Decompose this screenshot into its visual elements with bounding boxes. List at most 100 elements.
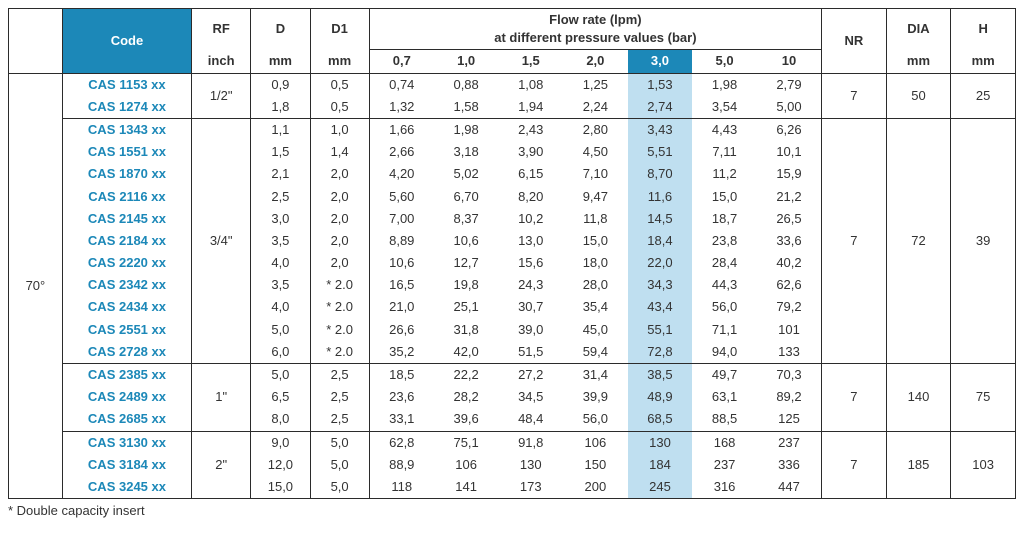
- flow-col-5,0: 5,0: [692, 50, 757, 73]
- flow-cell: 106: [434, 454, 499, 476]
- flow-cell: 25,1: [434, 296, 499, 318]
- flow-cell: 59,4: [563, 341, 628, 364]
- col-flow: Flow rate (lpm)at different pressure val…: [369, 9, 821, 50]
- d-cell: 2,1: [251, 163, 310, 185]
- unit-h: mm: [951, 50, 1016, 73]
- flow-cell: 237: [692, 454, 757, 476]
- flow-cell: 38,5: [628, 364, 693, 387]
- h-cell: 25: [951, 73, 1016, 118]
- code-cell: CAS 3245 xx: [62, 476, 191, 499]
- d-cell: 12,0: [251, 454, 310, 476]
- d-cell: 5,0: [251, 364, 310, 387]
- flow-cell: 55,1: [628, 319, 693, 341]
- d-cell: 2,5: [251, 186, 310, 208]
- flow-cell: 7,11: [692, 141, 757, 163]
- code-cell: CAS 1274 xx: [62, 96, 191, 119]
- flow-cell: 1,08: [498, 73, 563, 96]
- d-cell: 6,5: [251, 386, 310, 408]
- flow-cell: 3,54: [692, 96, 757, 119]
- flow-cell: 39,0: [498, 319, 563, 341]
- flow-cell: 79,2: [757, 296, 822, 318]
- flow-cell: 8,70: [628, 163, 693, 185]
- flow-cell: 43,4: [628, 296, 693, 318]
- flow-cell: 3,18: [434, 141, 499, 163]
- flow-cell: 150: [563, 454, 628, 476]
- d1-cell: 1,0: [310, 118, 369, 141]
- flow-cell: 7,00: [369, 208, 434, 230]
- flow-cell: 1,32: [369, 96, 434, 119]
- flow-col-2,0: 2,0: [563, 50, 628, 73]
- code-cell: CAS 2184 xx: [62, 230, 191, 252]
- angle-cell: 70°: [9, 73, 63, 499]
- flow-cell: 19,8: [434, 274, 499, 296]
- flow-cell: 200: [563, 476, 628, 499]
- code-cell: CAS 1870 xx: [62, 163, 191, 185]
- d1-cell: 2,5: [310, 364, 369, 387]
- flow-cell: 11,2: [692, 163, 757, 185]
- flow-cell: 51,5: [498, 341, 563, 364]
- flow-cell: 68,5: [628, 408, 693, 431]
- code-cell: CAS 3184 xx: [62, 454, 191, 476]
- d1-cell: * 2.0: [310, 319, 369, 341]
- table-row: CAS 2385 xx1"5,02,518,522,227,231,438,54…: [9, 364, 1016, 387]
- col-angle: [9, 9, 63, 74]
- code-cell: CAS 2342 xx: [62, 274, 191, 296]
- flow-col-1,5: 1,5: [498, 50, 563, 73]
- flow-cell: 6,15: [498, 163, 563, 185]
- flow-cell: 4,20: [369, 163, 434, 185]
- code-cell: CAS 2489 xx: [62, 386, 191, 408]
- flow-cell: 15,0: [692, 186, 757, 208]
- flow-cell: 125: [757, 408, 822, 431]
- flow-cell: 45,0: [563, 319, 628, 341]
- flow-cell: 6,70: [434, 186, 499, 208]
- code-cell: CAS 2685 xx: [62, 408, 191, 431]
- d1-cell: * 2.0: [310, 274, 369, 296]
- flow-cell: 1,66: [369, 118, 434, 141]
- nr-cell: 7: [822, 73, 887, 118]
- flow-cell: 9,47: [563, 186, 628, 208]
- flow-cell: 28,4: [692, 252, 757, 274]
- col-d: D: [251, 9, 310, 50]
- flow-cell: 13,0: [498, 230, 563, 252]
- d-cell: 5,0: [251, 319, 310, 341]
- d-cell: 3,5: [251, 274, 310, 296]
- table-row: 70°CAS 1153 xx1/2"0,90,50,740,881,081,25…: [9, 73, 1016, 96]
- flow-cell: 2,66: [369, 141, 434, 163]
- flow-cell: 5,51: [628, 141, 693, 163]
- d-cell: 0,9: [251, 73, 310, 96]
- flow-cell: 39,9: [563, 386, 628, 408]
- unit-rf: inch: [192, 50, 251, 73]
- flow-cell: 56,0: [692, 296, 757, 318]
- flow-col-1,0: 1,0: [434, 50, 499, 73]
- flow-cell: 34,5: [498, 386, 563, 408]
- code-cell: CAS 2220 xx: [62, 252, 191, 274]
- code-cell: CAS 2551 xx: [62, 319, 191, 341]
- flow-cell: 35,4: [563, 296, 628, 318]
- dia-cell: 140: [886, 364, 951, 432]
- unit-dia: mm: [886, 50, 951, 73]
- flow-cell: 24,3: [498, 274, 563, 296]
- flow-cell: 22,0: [628, 252, 693, 274]
- flow-cell: 6,26: [757, 118, 822, 141]
- flow-cell: 88,5: [692, 408, 757, 431]
- flow-cell: 48,9: [628, 386, 693, 408]
- flow-cell: 91,8: [498, 431, 563, 454]
- flow-cell: 245: [628, 476, 693, 499]
- flow-cell: 22,2: [434, 364, 499, 387]
- flow-cell: 40,2: [757, 252, 822, 274]
- dia-cell: 185: [886, 431, 951, 499]
- flow-cell: 28,0: [563, 274, 628, 296]
- flow-cell: 5,00: [757, 96, 822, 119]
- dia-cell: 50: [886, 73, 951, 118]
- d1-cell: 2,0: [310, 186, 369, 208]
- d1-cell: 5,0: [310, 431, 369, 454]
- spec-table: CodeRFDD1Flow rate (lpm)at different pre…: [8, 8, 1016, 499]
- dia-cell: 72: [886, 118, 951, 363]
- flow-cell: 18,0: [563, 252, 628, 274]
- flow-cell: 33,6: [757, 230, 822, 252]
- flow-cell: 35,2: [369, 341, 434, 364]
- d1-cell: 2,0: [310, 163, 369, 185]
- flow-cell: 4,50: [563, 141, 628, 163]
- code-cell: CAS 1343 xx: [62, 118, 191, 141]
- col-h: H: [951, 9, 1016, 50]
